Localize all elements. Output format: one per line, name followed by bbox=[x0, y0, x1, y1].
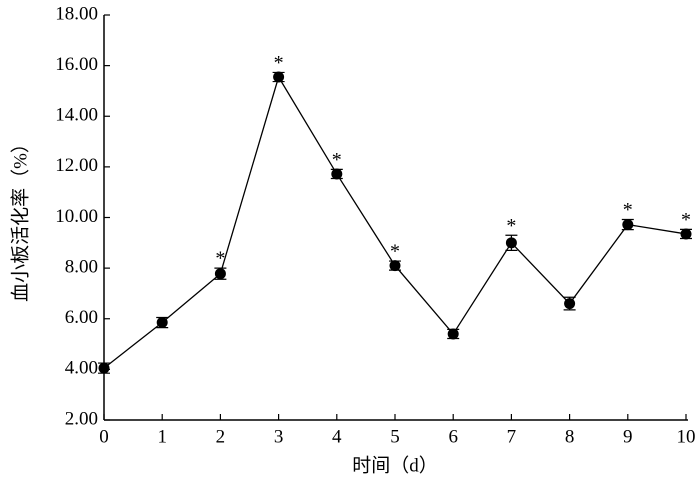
x-tick-label: 9 bbox=[623, 426, 633, 447]
x-tick-label: 8 bbox=[565, 426, 575, 447]
x-tick-label: 2 bbox=[216, 426, 226, 447]
x-tick-label: 3 bbox=[274, 426, 284, 447]
y-tick-label: 6.00 bbox=[65, 307, 98, 328]
line bbox=[103, 75, 687, 369]
significance-mark: * bbox=[215, 248, 225, 270]
point bbox=[447, 328, 459, 340]
y-tick-label: 4.00 bbox=[65, 358, 98, 379]
point bbox=[564, 298, 576, 310]
point bbox=[214, 268, 226, 280]
x-tick-label: 0 bbox=[99, 426, 109, 447]
y-tick-label: 12.00 bbox=[55, 155, 98, 176]
significance-mark: * bbox=[390, 241, 400, 263]
point bbox=[680, 228, 692, 240]
x-tick-label: 6 bbox=[448, 426, 458, 447]
x-tick-label: 4 bbox=[332, 426, 342, 447]
y-tick-label: 18.00 bbox=[55, 3, 98, 24]
point bbox=[505, 237, 517, 249]
y-tick-label: 10.00 bbox=[55, 206, 98, 227]
significance-mark: * bbox=[274, 52, 284, 74]
point bbox=[156, 317, 168, 329]
y-tick-label: 16.00 bbox=[55, 54, 98, 75]
y-tick-label: 8.00 bbox=[65, 256, 98, 277]
point bbox=[389, 260, 401, 272]
y-tick-label: 2.00 bbox=[65, 408, 98, 429]
x-tick-label: 10 bbox=[677, 426, 696, 447]
point bbox=[331, 168, 343, 180]
significance-mark: * bbox=[623, 199, 633, 221]
point bbox=[98, 362, 110, 374]
y-axis-label: 血小板活化率（%） bbox=[9, 134, 31, 302]
significance-mark: * bbox=[681, 209, 691, 231]
significance-mark: * bbox=[332, 149, 342, 171]
significance-mark: * bbox=[506, 215, 516, 237]
x-tick-label: 5 bbox=[390, 426, 400, 447]
y-tick-label: 14.00 bbox=[55, 105, 98, 126]
point bbox=[273, 71, 285, 83]
x-tick-label: 1 bbox=[157, 426, 167, 447]
x-axis-label: 时间（d） bbox=[352, 454, 438, 476]
x-tick-label: 7 bbox=[507, 426, 517, 447]
point bbox=[622, 219, 634, 231]
